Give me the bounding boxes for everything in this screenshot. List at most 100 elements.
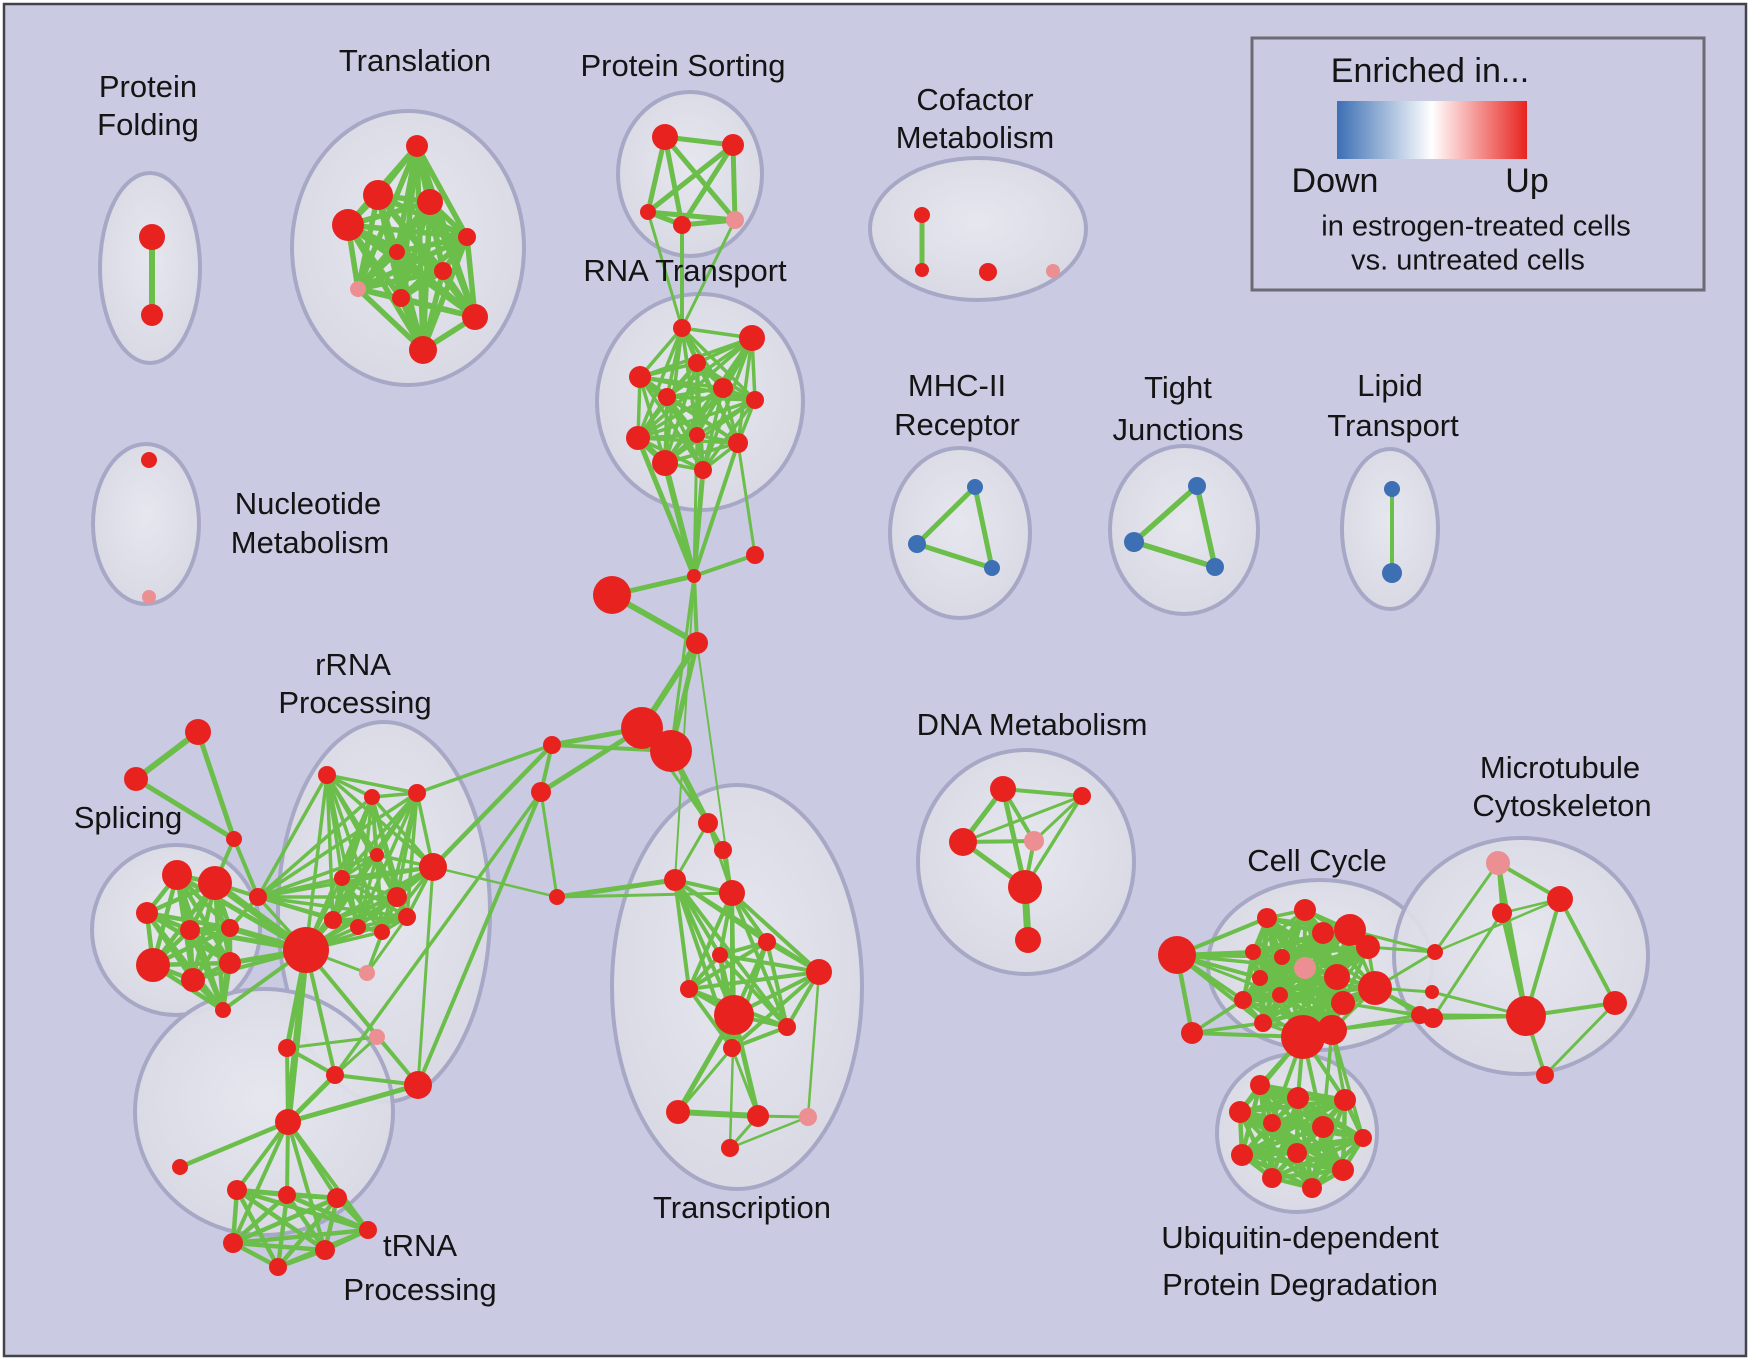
edge-TR9-TR12 — [730, 970, 821, 1050]
edge-TN3-TN5 — [276, 1196, 339, 1269]
gene-set-node-PS4 — [673, 216, 691, 234]
gene-set-node-R20 — [369, 1029, 385, 1045]
edge-M2-M5 — [1558, 898, 1617, 1004]
edge-R8-R13 — [257, 895, 408, 919]
gene-set-node-TR7 — [712, 947, 728, 963]
edge-R2-R7 — [370, 795, 435, 869]
gene-set-node-D3 — [949, 828, 977, 856]
edge-TR12-TR14 — [730, 1047, 760, 1117]
gene-set-node-PS1 — [652, 124, 678, 150]
cluster-label-trna-processing-line2: Processing — [343, 1272, 496, 1307]
gene-set-node-C8 — [1245, 944, 1261, 960]
edge-TR6-TR11 — [765, 941, 789, 1028]
gene-set-node-RT3 — [688, 354, 706, 372]
cluster-nucleotide-metabolism-ellipse — [91, 442, 201, 606]
gene-set-node-RT9 — [689, 427, 705, 443]
edge-R17-TN6 — [286, 1121, 327, 1251]
edge-TK1-TK2 — [693, 553, 756, 578]
gene-set-node-U12 — [1302, 1178, 1322, 1198]
edge-R1-R13 — [256, 774, 329, 898]
gene-set-node-PS2 — [722, 134, 744, 156]
gene-set-node-R19 — [359, 965, 375, 981]
gene-set-node-C18 — [1281, 1015, 1325, 1059]
gene-set-node-TR13 — [666, 1100, 690, 1124]
edge-RT2-RT10 — [736, 337, 754, 444]
edge-PS1-PS5 — [663, 135, 737, 222]
edge-TN1-TN5 — [235, 1188, 280, 1269]
cluster-label-rrna-processing-line2: Processing — [278, 685, 431, 720]
gene-set-node-TK2 — [746, 546, 764, 564]
edge-R17-TN7 — [286, 1120, 370, 1232]
gene-set-node-U9 — [1287, 1143, 1307, 1163]
gene-set-node-X2 — [124, 767, 148, 791]
edge-R1-R3 — [326, 773, 418, 795]
gene-set-node-TK6 — [650, 730, 692, 772]
edge-C16-C17 — [1262, 1001, 1344, 1025]
gene-set-node-D1 — [990, 776, 1016, 802]
edge-RT7-RT8 — [637, 398, 756, 440]
edge-M5-M9 — [1543, 1001, 1617, 1077]
gene-set-node-TJ2 — [1124, 532, 1144, 552]
edge-RT1-RT7 — [680, 326, 757, 402]
cluster-label-splicing-line1: Splicing — [74, 800, 183, 835]
legend-up-label: Up — [1505, 162, 1548, 200]
edge-M6-M3 — [1431, 912, 1504, 1019]
gene-set-node-RT1 — [673, 319, 691, 337]
gene-set-node-TJ1 — [1188, 477, 1206, 495]
gene-set-node-TR11 — [778, 1018, 796, 1036]
edge-U10-U11 — [1271, 1167, 1344, 1181]
edge-TR9-TR15 — [806, 971, 821, 1118]
gene-set-node-C9 — [1274, 949, 1290, 965]
edge-TN2-TN5 — [275, 1194, 290, 1268]
gene-set-node-TR4 — [664, 869, 686, 891]
gene-set-node-CF2 — [915, 263, 929, 277]
edge-C19-U6 — [1321, 1029, 1334, 1128]
edge-M7-M1 — [1433, 862, 1500, 953]
gene-set-node-U6 — [1312, 1116, 1334, 1138]
edge-R2-R9 — [331, 796, 374, 921]
edge-PS2-PS4 — [679, 143, 736, 227]
gene-set-node-N1 — [141, 452, 157, 468]
edge-TJ2-TJ3 — [1133, 539, 1216, 570]
gene-set-node-RT7 — [746, 391, 764, 409]
edge-TK7-R3 — [416, 743, 553, 795]
edge-TJ1-TJ2 — [1132, 483, 1199, 545]
gene-set-node-S9 — [215, 1002, 231, 1018]
nodes-layer — [124, 124, 1627, 1276]
gene-set-node-R12 — [283, 927, 329, 973]
edge-RT7-RT12 — [701, 398, 757, 472]
legend-title: Enriched in... — [1331, 52, 1529, 90]
edge-MH1-MH2 — [915, 485, 977, 546]
gene-set-node-TN1 — [227, 1180, 247, 1200]
cluster-label-tight-junctions-line1: Tight — [1144, 370, 1212, 405]
gene-set-node-PF1 — [139, 224, 165, 250]
edge-TK7-R7 — [431, 743, 554, 869]
gene-set-node-TR2 — [714, 841, 732, 859]
cluster-label-mhc-ii-receptor-line2: Receptor — [894, 407, 1020, 442]
edge-R17-TN4 — [231, 1121, 290, 1244]
gene-set-node-M8 — [1425, 985, 1439, 999]
gene-set-node-C1 — [1158, 936, 1196, 974]
gene-set-node-TN2 — [278, 1186, 296, 1204]
gene-set-node-M3 — [1492, 903, 1512, 923]
gene-set-node-R5 — [334, 870, 350, 886]
gene-set-node-RT8 — [626, 426, 650, 450]
cluster-transcription-ellipse — [610, 783, 864, 1191]
edge-TR3-R7 — [432, 865, 558, 899]
edge-TN2-TN6 — [285, 1193, 327, 1252]
gene-set-node-X1 — [185, 719, 211, 745]
edge-RT8-TK1 — [635, 437, 697, 577]
gene-set-node-U10 — [1332, 1159, 1354, 1181]
gene-set-node-MH1 — [967, 479, 983, 495]
edge-RT10-TK1 — [692, 442, 740, 577]
edge-TK2-RT10 — [736, 442, 757, 556]
edge-M2-M4 — [1524, 898, 1562, 1017]
edge-R1-R10 — [325, 774, 360, 928]
gene-set-node-RT6 — [713, 378, 733, 398]
edge-TN3-TN4 — [232, 1195, 338, 1246]
gene-set-node-M9 — [1536, 1066, 1554, 1084]
edge-T5-T10 — [464, 236, 478, 318]
gene-set-node-TK1 — [687, 569, 701, 583]
edge-TN2-TN4 — [231, 1193, 289, 1245]
